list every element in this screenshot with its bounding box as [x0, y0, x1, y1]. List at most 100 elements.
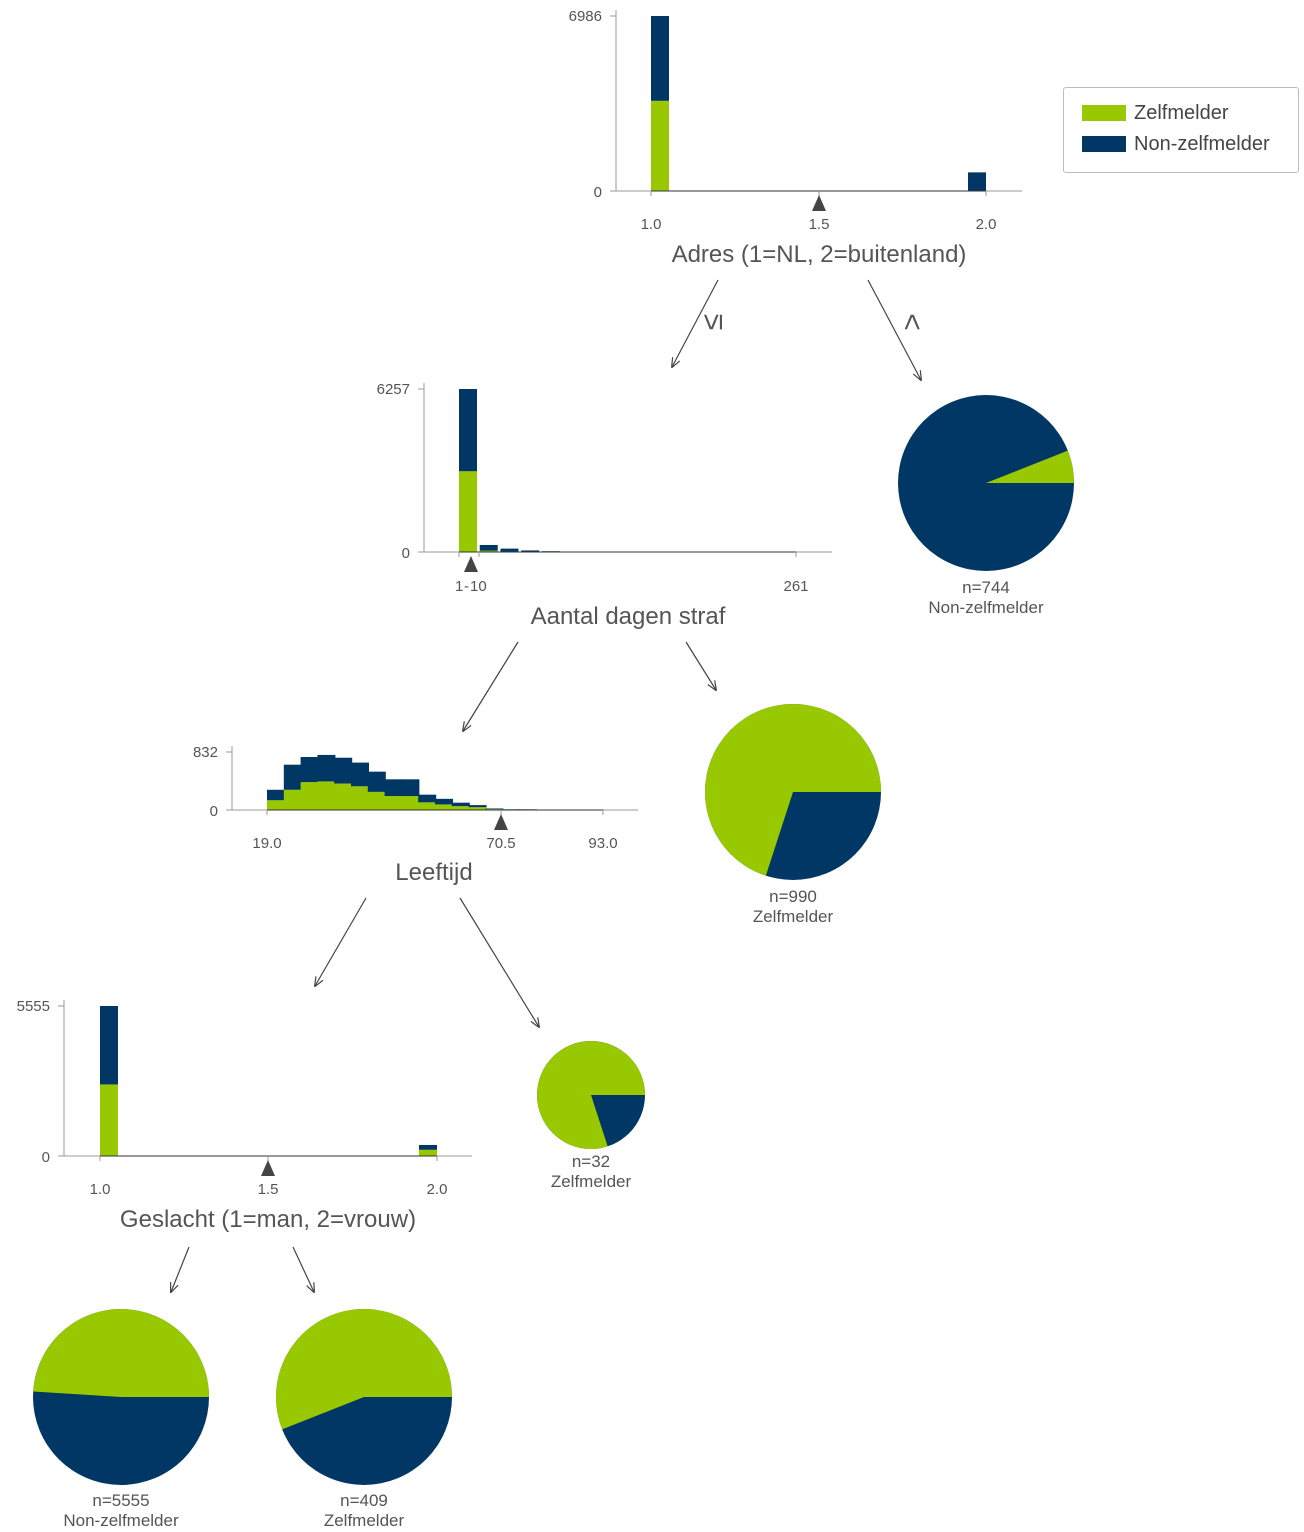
- x-tick-label: 93.0: [588, 835, 617, 852]
- histogram-aantal-dagen-straf: 6257 0 1-10 261 Aantal dagen straf: [377, 381, 832, 630]
- bar-non-zelfmelder: [651, 16, 669, 101]
- y-min-label: 0: [402, 545, 410, 562]
- bar-zelfmelder: [435, 804, 453, 810]
- bar-zelfmelder: [418, 802, 437, 810]
- bar-non-zelfmelder: [100, 1006, 118, 1085]
- edge-label-le: ≤: [696, 314, 729, 330]
- bar-zelfmelder: [300, 782, 319, 810]
- legend: Zelfmelder Non-zelfmelder: [1063, 87, 1299, 173]
- y-max-label: 6257: [377, 381, 410, 398]
- y-max-label: 6986: [569, 8, 602, 25]
- bar-zelfmelder: [451, 806, 470, 810]
- legend-swatch-zelfmelder: [1082, 105, 1126, 121]
- bar-zelfmelder: [479, 550, 498, 552]
- bar-non-zelfmelder: [459, 389, 477, 472]
- bar-zelfmelder: [419, 1149, 437, 1156]
- x-tick-label: 1.0: [90, 1181, 111, 1198]
- edge-root-right: [867, 279, 921, 380]
- y-max-label: 5555: [17, 998, 50, 1015]
- leaf-class-label: Non-zelfmelder: [63, 1511, 179, 1530]
- y-max-label: 832: [193, 744, 218, 761]
- edge-leeftijd-right: [459, 897, 539, 1027]
- bar-zelfmelder: [267, 800, 285, 810]
- bar-non-zelfmelder: [367, 771, 386, 792]
- bar-non-zelfmelder: [500, 548, 519, 552]
- node-feature-label: Aantal dagen straf: [531, 603, 726, 630]
- x-tick-label: 1.5: [258, 1181, 279, 1198]
- node-feature-label: Geslacht (1=man, 2=vrouw): [120, 1206, 416, 1233]
- x-tick-label: 70.5: [486, 835, 515, 852]
- bar-zelfmelder: [651, 100, 669, 191]
- pie-slice-zelfmelder: [986, 450, 1074, 483]
- edge-root-left: [672, 279, 719, 367]
- bar-non-zelfmelder: [451, 802, 470, 807]
- split-marker-icon: [261, 1160, 275, 1176]
- pie-slice-zelfmelder: [537, 1041, 645, 1149]
- bar-non-zelfmelder: [435, 798, 453, 805]
- legend-label: Zelfmelder: [1134, 101, 1229, 124]
- bar-non-zelfmelder: [419, 1144, 437, 1150]
- x-tick-label: 10: [470, 578, 487, 595]
- legend-label: Non-zelfmelder: [1134, 132, 1270, 155]
- leaf-count-label: n=990: [769, 887, 817, 906]
- x-tick-label: 1.5: [809, 216, 830, 233]
- y-min-label: 0: [210, 803, 218, 820]
- edge-dagen-left: [463, 641, 519, 731]
- node-feature-label: Adres (1=NL, 2=buitenland): [672, 241, 967, 268]
- leaf-count-label: n=5555: [92, 1491, 149, 1510]
- leaf-class-label: Zelfmelder: [551, 1172, 632, 1191]
- leaf-class-label: Non-zelfmelder: [928, 598, 1044, 617]
- bar-non-zelfmelder: [300, 757, 319, 783]
- bar-non-zelfmelder: [351, 762, 369, 787]
- bar-non-zelfmelder: [267, 789, 285, 801]
- edge-label-gt: >: [896, 313, 929, 331]
- legend-item-zelfmelder: Zelfmelder: [1082, 102, 1228, 124]
- leaf-count-label: n=409: [340, 1491, 388, 1510]
- x-tick-sep: -: [464, 578, 469, 595]
- leaf-class-label: Zelfmelder: [753, 907, 834, 926]
- x-tick-label: 2.0: [976, 216, 997, 233]
- bar-non-zelfmelder: [384, 779, 403, 797]
- x-tick-label: 19.0: [252, 835, 281, 852]
- bar-zelfmelder: [468, 807, 487, 810]
- split-marker-icon: [464, 556, 478, 572]
- bar-non-zelfmelder: [401, 779, 420, 797]
- pie-slice-zelfmelder: [276, 1309, 452, 1430]
- bar-zelfmelder: [100, 1084, 118, 1156]
- bar-non-zelfmelder: [521, 550, 540, 552]
- edge-geslacht-right: [292, 1246, 314, 1292]
- leaf-count-label: n=32: [572, 1152, 610, 1171]
- x-tick-label: 1: [455, 578, 463, 595]
- pie-slice-zelfmelder: [33, 1309, 210, 1397]
- x-tick-label: 1.0: [641, 216, 662, 233]
- bar-non-zelfmelder: [485, 808, 504, 810]
- legend-item-non-zelfmelder: Non-zelfmelder: [1082, 133, 1270, 155]
- bar-zelfmelder: [283, 789, 302, 810]
- bar-non-zelfmelder: [283, 764, 302, 790]
- bar-zelfmelder: [401, 796, 420, 810]
- bar-non-zelfmelder: [418, 794, 437, 803]
- bar-non-zelfmelder: [468, 805, 487, 808]
- y-min-label: 0: [42, 1149, 50, 1166]
- y-min-label: 0: [594, 184, 602, 201]
- edge-dagen-right: [685, 641, 716, 690]
- legend-swatch-non-zelfmelder: [1082, 136, 1126, 152]
- leaf-class-label: Zelfmelder: [324, 1511, 405, 1530]
- x-tick-label: 261: [783, 578, 808, 595]
- bar-non-zelfmelder: [334, 757, 353, 784]
- bar-zelfmelder: [384, 796, 403, 810]
- edge-geslacht-left: [171, 1246, 190, 1292]
- tree-edges: [171, 279, 921, 1292]
- node-feature-label: Leeftijd: [395, 859, 472, 886]
- bar-non-zelfmelder: [317, 754, 336, 782]
- x-tick-label: 2.0: [427, 1181, 448, 1198]
- bar-zelfmelder: [351, 786, 369, 810]
- histogram-adres: 6986 0 1.0 1.5 2.0 Adres (1=NL, 2=buitenland): [569, 8, 1022, 268]
- split-marker-icon: [494, 814, 508, 830]
- leaf-count-label: n=744: [962, 578, 1010, 597]
